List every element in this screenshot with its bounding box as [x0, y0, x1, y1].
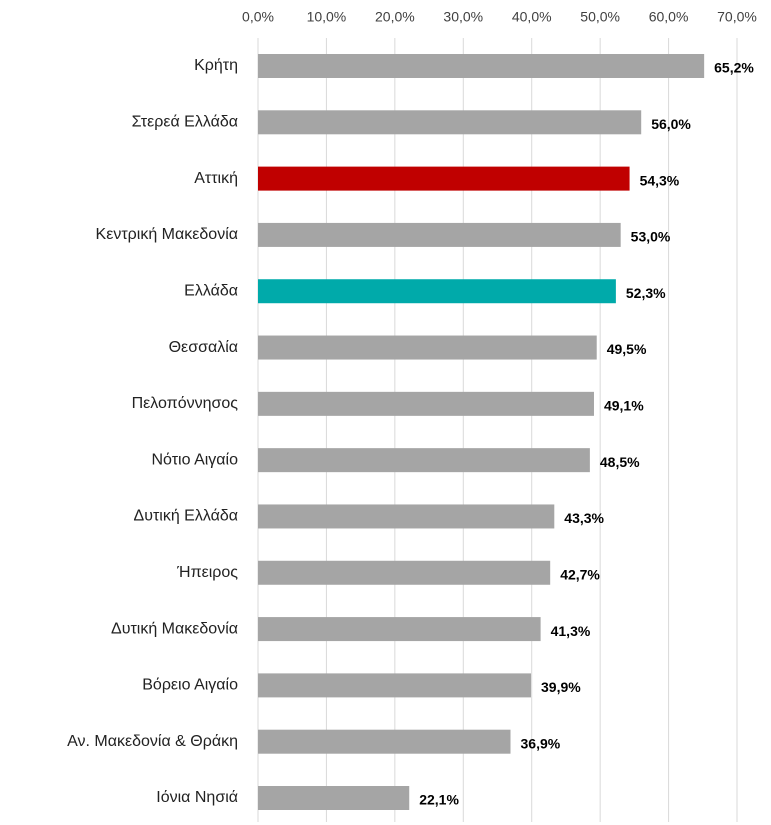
x-tick-label: 30,0% — [443, 9, 483, 25]
y-tick-label: Κεντρική Μακεδονία — [96, 226, 238, 243]
y-tick-label: Αν. Μακεδονία & Θράκη — [67, 733, 238, 750]
bar — [258, 673, 532, 698]
y-tick-label: Ελλάδα — [184, 282, 238, 299]
bar — [258, 448, 590, 473]
bar — [258, 391, 594, 416]
value-label: 43,3% — [564, 510, 604, 526]
x-tick-label: 20,0% — [375, 9, 415, 25]
bar — [258, 166, 630, 191]
x-tick-label: 50,0% — [580, 9, 620, 25]
y-tick-label: Ιόνια Νησιά — [156, 789, 238, 806]
value-label: 65,2% — [714, 60, 754, 76]
y-tick-label: Νότιο Αιγαίο — [152, 451, 239, 468]
x-tick-label: 40,0% — [512, 9, 552, 25]
value-label: 39,9% — [541, 679, 581, 695]
y-tick-label: Στερεά Ελλάδα — [132, 114, 238, 131]
bar — [258, 504, 555, 529]
bar — [258, 279, 616, 304]
y-tick-label: Αττική — [194, 170, 238, 187]
value-label: 49,1% — [604, 398, 644, 414]
bar — [258, 786, 410, 810]
value-label: 36,9% — [521, 735, 561, 751]
value-label: 42,7% — [560, 566, 600, 582]
x-tick-label: 0,0% — [242, 9, 274, 25]
value-label: 53,0% — [631, 229, 671, 245]
x-tick-label: 10,0% — [307, 9, 347, 25]
value-label: 56,0% — [651, 116, 691, 132]
value-label: 22,1% — [419, 792, 459, 808]
value-label: 52,3% — [626, 285, 666, 301]
x-tick-label: 60,0% — [649, 9, 689, 25]
bar — [258, 54, 705, 78]
bar — [258, 617, 541, 642]
y-tick-label: Θεσσαλία — [169, 339, 238, 356]
y-tick-label: Βόρειο Αιγαίο — [142, 677, 238, 694]
bar — [258, 335, 597, 360]
bar — [258, 729, 511, 754]
y-tick-label: Δυτική Ελλάδα — [134, 508, 239, 525]
value-label: 54,3% — [640, 172, 680, 188]
y-tick-label: Πελοπόννησος — [132, 395, 239, 412]
x-tick-label: 70,0% — [717, 9, 757, 25]
bar — [258, 560, 551, 585]
y-tick-label: Κρήτη — [194, 57, 238, 74]
bar — [258, 110, 642, 135]
value-label: 41,3% — [551, 623, 591, 639]
bar — [258, 222, 621, 247]
value-label: 49,5% — [607, 341, 647, 357]
y-tick-label: Ήπειρος — [176, 564, 238, 581]
y-tick-label: Δυτική Μακεδονία — [111, 620, 238, 637]
value-label: 48,5% — [600, 454, 640, 470]
